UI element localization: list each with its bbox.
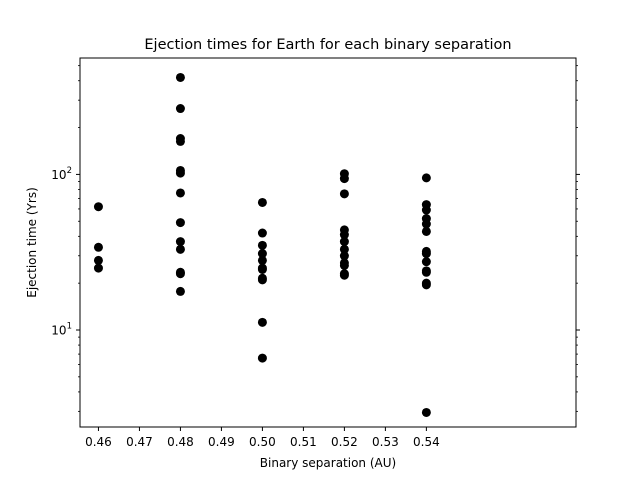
x-tick-label: 0.53 xyxy=(372,435,399,449)
data-point xyxy=(175,168,185,178)
data-point xyxy=(175,237,185,247)
data-point xyxy=(339,237,349,247)
data-point xyxy=(257,264,267,274)
data-point xyxy=(175,104,185,114)
x-tick-label: 0.47 xyxy=(126,435,153,449)
data-point xyxy=(339,270,349,280)
x-tick-label: 0.52 xyxy=(331,435,358,449)
x-tick-label: 0.54 xyxy=(413,435,440,449)
data-point xyxy=(339,189,349,199)
points-layer xyxy=(93,72,431,417)
data-point xyxy=(175,72,185,82)
data-point xyxy=(257,228,267,238)
x-axis-label: Binary separation (AU) xyxy=(260,456,396,470)
data-point xyxy=(257,275,267,285)
data-point xyxy=(339,230,349,240)
x-tick-label: 0.51 xyxy=(290,435,317,449)
data-point xyxy=(175,136,185,146)
data-point xyxy=(175,286,185,296)
x-tick-label: 0.50 xyxy=(249,435,276,449)
x-tick-label: 0.48 xyxy=(167,435,194,449)
y-tick-exponent: 1 xyxy=(67,322,72,332)
data-point xyxy=(93,263,103,273)
data-point xyxy=(257,353,267,363)
data-point xyxy=(93,242,103,252)
data-point xyxy=(175,269,185,279)
data-point xyxy=(339,260,349,270)
data-point xyxy=(421,257,431,267)
data-point xyxy=(421,267,431,277)
data-point xyxy=(421,280,431,290)
data-point xyxy=(93,255,103,265)
data-point xyxy=(421,219,431,229)
data-point xyxy=(257,240,267,250)
chart-title: Ejection times for Earth for each binary… xyxy=(144,37,511,53)
data-point xyxy=(421,226,431,236)
data-point xyxy=(257,197,267,207)
data-point xyxy=(339,174,349,184)
ticks-layer: 0.46 0.47 0.48 0.49 0.50 0.51 0.52 0.53 0.541011… xyxy=(51,65,580,449)
plot-frame xyxy=(79,57,577,428)
data-point xyxy=(257,317,267,327)
y-tick-exponent: 2 xyxy=(67,166,72,176)
data-point xyxy=(421,407,431,417)
data-point xyxy=(175,188,185,198)
x-tick-label: 0.49 xyxy=(208,435,235,449)
data-point xyxy=(93,202,103,212)
data-point xyxy=(257,255,267,265)
data-point xyxy=(421,205,431,215)
x-tick-label: 0.46 xyxy=(85,435,112,449)
y-axis-label: Ejection time (Yrs) xyxy=(25,187,39,298)
data-point xyxy=(175,244,185,254)
data-point xyxy=(421,249,431,259)
data-point xyxy=(257,249,267,259)
data-point xyxy=(175,218,185,228)
data-point xyxy=(339,244,349,254)
data-point xyxy=(421,173,431,183)
data-point xyxy=(339,251,349,261)
